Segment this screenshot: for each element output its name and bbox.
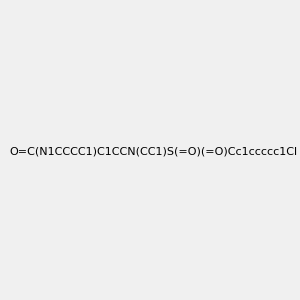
Text: O=C(N1CCCC1)C1CCN(CC1)S(=O)(=O)Cc1ccccc1Cl: O=C(N1CCCC1)C1CCN(CC1)S(=O)(=O)Cc1ccccc1… xyxy=(10,146,298,157)
